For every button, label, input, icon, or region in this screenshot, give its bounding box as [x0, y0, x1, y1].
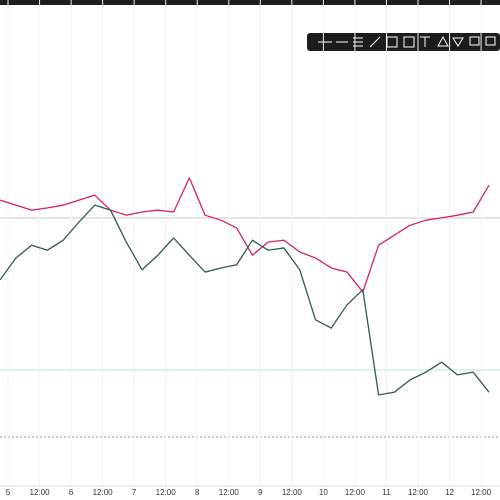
x-tick-label: 8	[195, 488, 200, 497]
x-tick-label: 10	[319, 488, 328, 497]
x-tick-label: 12:00	[282, 488, 303, 497]
x-tick-label: 12:00	[219, 488, 240, 497]
series-line	[0, 204, 490, 396]
toolbar	[307, 33, 500, 51]
x-tick-label: 12:00	[156, 488, 177, 497]
x-tick-label: 12:00	[408, 488, 429, 497]
x-tick-label: 12:00	[30, 488, 51, 497]
x-tick-label: 11	[382, 488, 391, 497]
x-tick-label: 12:00	[93, 488, 114, 497]
x-tick-label: 5	[6, 488, 11, 497]
x-tick-label: 6	[69, 488, 74, 497]
top-bar	[0, 0, 500, 5]
x-tick-label: 12:00	[471, 488, 492, 497]
x-tick-label: 9	[258, 488, 263, 497]
x-tick-label: 12	[445, 488, 454, 497]
x-tick-label: 12:00	[345, 488, 366, 497]
series-line	[0, 177, 490, 293]
x-tick-label: 7	[132, 488, 137, 497]
